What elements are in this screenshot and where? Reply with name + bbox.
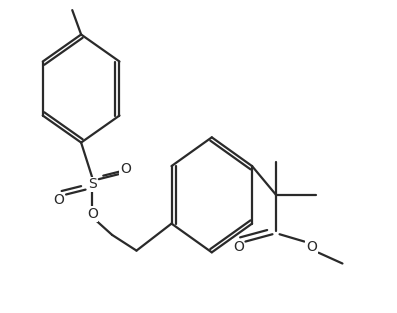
Text: O: O bbox=[87, 207, 98, 221]
Text: O: O bbox=[120, 162, 131, 176]
Text: O: O bbox=[233, 240, 244, 254]
Text: O: O bbox=[306, 240, 317, 254]
Text: O: O bbox=[54, 193, 64, 207]
Text: S: S bbox=[88, 177, 96, 191]
